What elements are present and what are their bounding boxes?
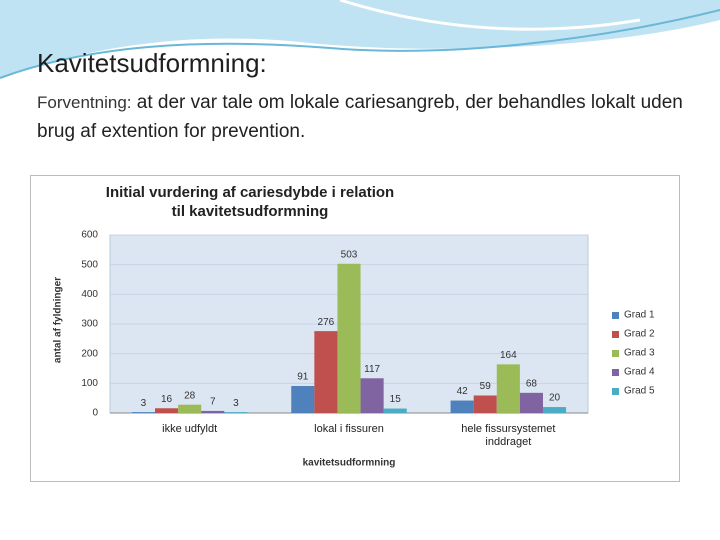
y-tick-label: 500 xyxy=(81,259,98,270)
y-tick-label: 100 xyxy=(81,378,98,389)
legend-label: Grad 1 xyxy=(624,310,655,321)
y-tick-label: 200 xyxy=(81,348,98,359)
header-decoration xyxy=(0,0,720,79)
bar xyxy=(131,412,156,413)
data-label: 276 xyxy=(318,317,335,328)
x-tick-label: lokal i fissuren xyxy=(314,423,384,435)
bar xyxy=(519,392,543,413)
slide-title: Kavitetsudformning: xyxy=(37,48,267,78)
data-label: 503 xyxy=(341,249,358,260)
legend-swatch xyxy=(612,388,619,395)
bar xyxy=(178,404,202,413)
data-label: 91 xyxy=(297,372,309,383)
data-label: 59 xyxy=(480,381,492,392)
paragraph: Forventning: at der var tale om lokale c… xyxy=(37,88,697,146)
lead: Forventning: xyxy=(37,93,132,112)
x-axis-label: kavitetsudformning xyxy=(303,458,396,469)
data-label: 164 xyxy=(500,350,517,361)
legend-label: Grad 4 xyxy=(624,367,655,378)
x-tick-label: hele fissursystemet inddraget xyxy=(461,423,556,448)
bar xyxy=(383,408,407,413)
chart-frame xyxy=(30,175,680,482)
bar xyxy=(201,410,225,413)
y-tick-label: 300 xyxy=(81,319,98,330)
y-axis-label: antal af fyldninger xyxy=(53,277,64,363)
y-tick-label: 600 xyxy=(81,230,98,241)
bar xyxy=(314,331,338,413)
data-label: 3 xyxy=(233,398,239,409)
bar xyxy=(496,364,520,413)
bar xyxy=(337,263,361,413)
chart-title: Initial vurdering af cariesdybde i relat… xyxy=(105,184,395,220)
data-label: 42 xyxy=(457,386,469,397)
bar xyxy=(360,378,384,413)
y-tick-label: 400 xyxy=(81,289,98,300)
x-tick-label: ikke udfyldt xyxy=(162,423,218,435)
bar xyxy=(291,386,315,413)
data-label: 28 xyxy=(184,390,196,401)
data-label: 3 xyxy=(141,398,147,409)
legend-swatch xyxy=(612,331,619,338)
data-label: 16 xyxy=(161,394,173,405)
bar xyxy=(542,407,567,413)
data-label: 117 xyxy=(364,364,380,375)
y-tick-label: 0 xyxy=(92,408,98,419)
legend-label: Grad 2 xyxy=(624,329,655,340)
legend-label: Grad 5 xyxy=(624,386,655,397)
legend-swatch xyxy=(612,350,619,357)
data-label: 68 xyxy=(526,378,538,389)
bar xyxy=(224,412,248,413)
data-label: 7 xyxy=(210,397,216,408)
legend-label: Grad 3 xyxy=(624,348,655,359)
legend-swatch xyxy=(612,312,619,319)
bar xyxy=(473,395,497,413)
data-label: 15 xyxy=(390,394,402,405)
legend-swatch xyxy=(612,369,619,376)
data-label: 20 xyxy=(549,393,561,404)
body-text: at der var tale om lokale cariesangreb, … xyxy=(37,92,683,142)
bar xyxy=(450,400,474,413)
bar xyxy=(155,408,179,413)
